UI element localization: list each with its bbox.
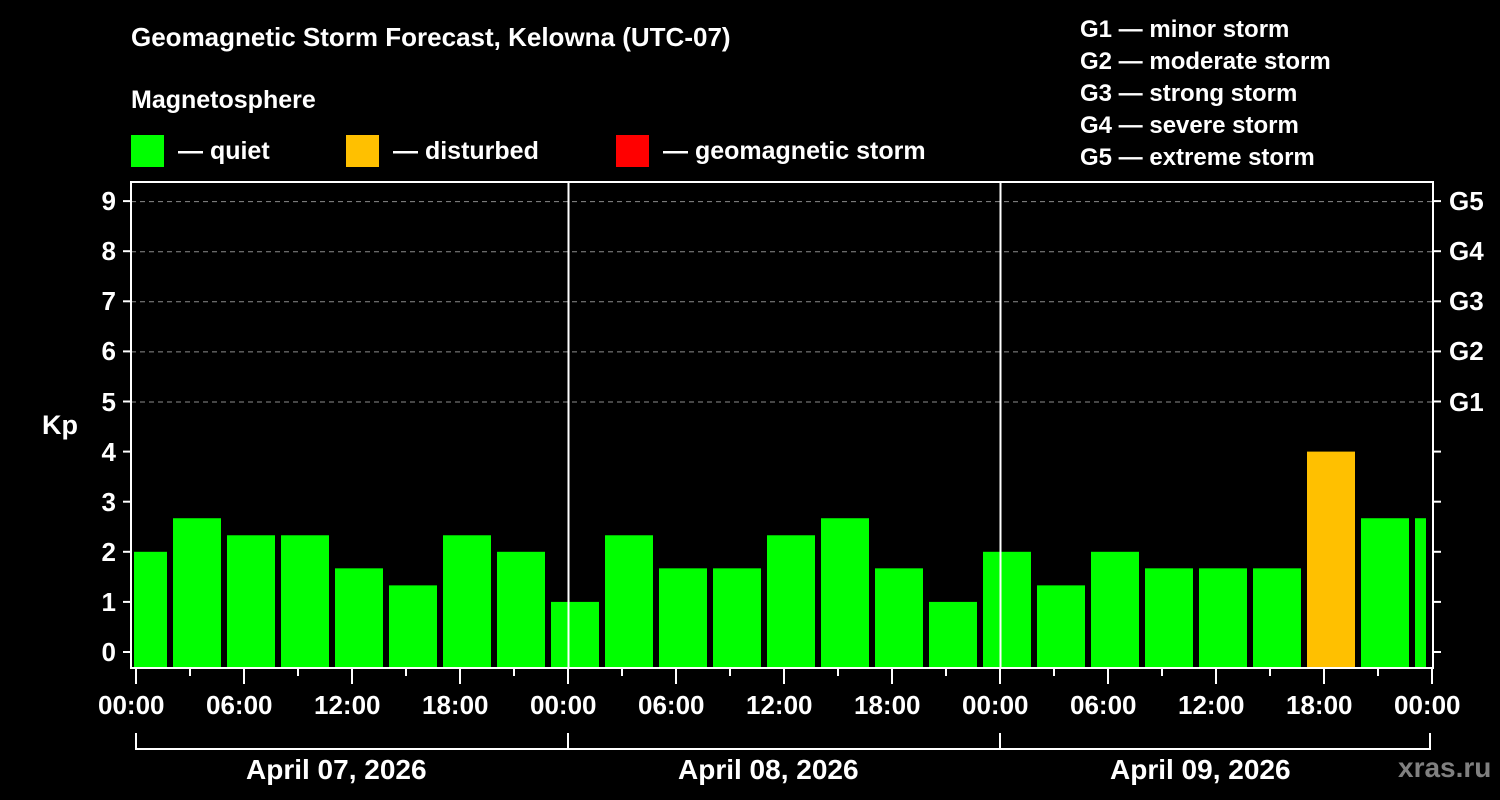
kp-bar [1091,551,1139,668]
kp-bar [659,568,707,668]
kp-bar [821,518,869,668]
g4-legend: G4 — severe storm [1080,112,1299,139]
kp-bar [605,535,653,668]
kp-bar [983,551,1031,668]
legend-quiet-label: — quiet [178,136,270,165]
kp-bar [389,585,437,668]
watermark: xras.ru [1398,752,1492,783]
x-tick-label: 00:00 [962,690,1029,720]
y-tick-label: 5 [101,386,116,417]
kp-bar [767,535,815,668]
quiet-swatch [131,135,164,167]
kp-bar [227,535,275,668]
kp-bar [551,601,599,668]
y-axis-label: Kp [42,410,78,440]
x-tick-label: 00:00 [98,690,165,720]
kp-bar [1361,518,1409,668]
x-tick-label: 06:00 [638,690,705,720]
date-label: April 07, 2026 [246,754,427,785]
x-tick-label: 06:00 [1070,690,1137,720]
storm-swatch [616,135,649,167]
kp-bar [1037,585,1085,668]
y-tick-label: 4 [101,436,116,467]
y-tick-label: 9 [101,186,116,217]
legend-subtitle: Magnetosphere [131,86,316,114]
y-tick-label: 6 [101,336,116,367]
x-tick-label: 00:00 [530,690,597,720]
kp-bar [497,551,545,668]
g-tick-label: G3 [1449,286,1484,317]
legend-disturbed: — disturbed [346,134,539,168]
x-tick-label: 00:00 [1394,690,1461,720]
g5-legend: G5 — extreme storm [1080,144,1315,171]
kp-bar [1199,568,1247,668]
y-tick-label: 1 [101,586,116,617]
kp-bar [281,535,329,668]
x-tick-label: 18:00 [422,690,489,720]
kp-bar [443,535,491,668]
g1-legend: G1 — minor storm [1080,16,1290,43]
y-tick-label: 2 [101,536,116,567]
x-tick-label: 12:00 [1178,690,1245,720]
kp-bar [929,601,977,668]
chart-title: Geomagnetic Storm Forecast, Kelowna (UTC… [131,22,731,52]
g-tick-label: G1 [1449,386,1484,417]
g3-legend: G3 — strong storm [1080,80,1298,107]
g2-legend: G2 — moderate storm [1080,48,1331,75]
g-scale-legend: G1 — minor storm G2 — moderate storm G3 … [1080,14,1331,174]
x-tick-label: 18:00 [854,690,921,720]
legend-storm: — geomagnetic storm [616,134,926,168]
kp-bar [1145,568,1193,668]
y-tick-label: 8 [101,236,116,267]
date-label: April 09, 2026 [1110,754,1291,785]
y-tick-label: 0 [101,637,116,667]
kp-bar [173,518,221,668]
bars [134,451,1426,668]
kp-bar [713,568,761,668]
legend-storm-label: — geomagnetic storm [663,136,926,165]
x-tick-label: 06:00 [206,690,273,720]
g-tick-label: G5 [1449,186,1484,217]
x-tick-label: 12:00 [314,690,381,720]
y-tick-label: 7 [101,286,116,317]
g-tick-label: G2 [1449,336,1484,367]
kp-bar [1253,568,1301,668]
x-tick-label: 18:00 [1286,690,1353,720]
legend-disturbed-label: — disturbed [393,136,539,165]
kp-bar [875,568,923,668]
kp-bar [1307,451,1355,668]
y-tick-label: 3 [101,486,116,517]
kp-bar [335,568,383,668]
plot-frame [130,181,1434,669]
date-label: April 08, 2026 [678,754,859,785]
legend-quiet: — quiet [131,134,270,168]
kp-bar [1415,518,1426,668]
disturbed-swatch [346,135,379,167]
kp-bar [134,551,167,668]
x-tick-label: 12:00 [746,690,813,720]
g-tick-label: G4 [1449,236,1484,267]
